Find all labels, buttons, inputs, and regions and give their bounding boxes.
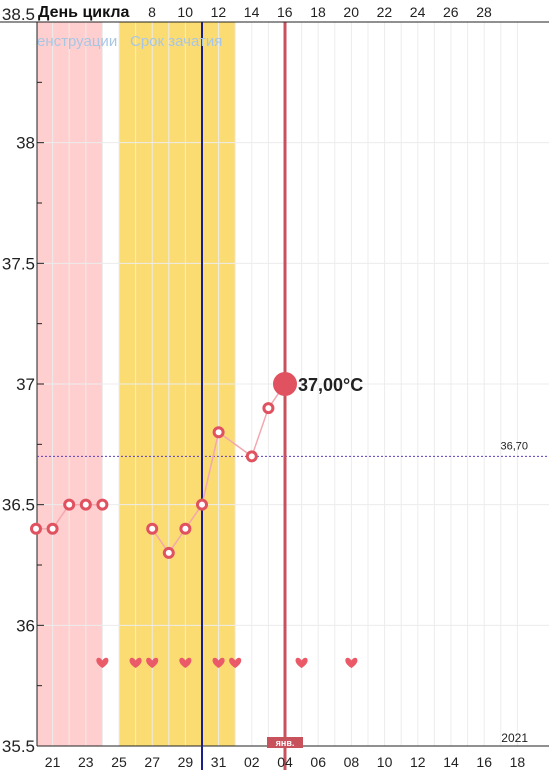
cycle-day-tick: 12 [211, 4, 227, 20]
cycle-day-tick: 26 [443, 4, 459, 20]
selected-value-label: 37,00°C [298, 375, 363, 395]
cycle-day-tick: 20 [343, 4, 359, 20]
date-tick-label: 04 [277, 754, 293, 770]
heart-icon [345, 657, 358, 668]
data-point[interactable] [245, 450, 258, 463]
date-tick-label: 25 [111, 754, 127, 770]
y-tick-label: 38.5 [2, 5, 35, 24]
date-tick-label: 06 [310, 754, 326, 770]
data-point[interactable] [212, 426, 225, 439]
cycle-day-tick: 22 [377, 4, 393, 20]
cycle-day-tick: 28 [476, 4, 492, 20]
cycle-day-tick: 10 [177, 4, 193, 20]
heart-icon [179, 657, 192, 668]
coverline-label: 36,70 [500, 440, 528, 452]
data-point[interactable] [146, 522, 159, 535]
month-badge [267, 737, 303, 748]
cycle-day-tick: 14 [244, 4, 260, 20]
cycle-day-header: День цикла [38, 4, 129, 21]
y-tick-label: 36.5 [2, 496, 35, 515]
date-tick-label: 21 [45, 754, 61, 770]
date-tick-label: 27 [144, 754, 160, 770]
year-label: 2021 [501, 731, 528, 745]
date-tick-label: 23 [78, 754, 94, 770]
heart-icon [146, 657, 159, 668]
heart-icon [212, 657, 225, 668]
date-tick-label: 08 [344, 754, 360, 770]
heart-icon [129, 657, 142, 668]
selected-data-point[interactable] [273, 372, 297, 396]
data-point[interactable] [179, 522, 192, 535]
data-point[interactable] [162, 546, 175, 559]
y-tick-label: 36 [16, 616, 35, 635]
date-tick-label: 12 [410, 754, 426, 770]
y-tick-label: 35.5 [2, 737, 35, 756]
cycle-day-tick: 24 [410, 4, 426, 20]
y-tick-label: 37 [16, 375, 35, 394]
y-tick-label: 37.5 [2, 254, 35, 273]
date-tick-label: 29 [178, 754, 194, 770]
heart-icon [96, 657, 109, 668]
header-bg [0, 0, 549, 22]
month-label: янв. [276, 738, 295, 748]
heart-icon [295, 657, 308, 668]
date-tick-label: 18 [510, 754, 526, 770]
legend-menstruation: енструации [37, 33, 117, 50]
data-point[interactable] [262, 402, 275, 415]
legend-fertile-window: Срок зачатия [130, 33, 222, 50]
cycle-day-tick: 16 [277, 4, 293, 20]
date-tick-label: 02 [244, 754, 260, 770]
cycle-day-tick: 18 [310, 4, 326, 20]
data-point[interactable] [96, 498, 109, 511]
date-tick-label: 14 [443, 754, 459, 770]
date-tick-label: 31 [211, 754, 227, 770]
heart-icon [229, 657, 242, 668]
data-point[interactable] [196, 498, 208, 511]
cycle-day-tick: 8 [148, 4, 156, 20]
data-point[interactable] [30, 522, 42, 535]
date-tick-label: 10 [377, 754, 393, 770]
data-point[interactable] [79, 498, 92, 511]
data-point[interactable] [63, 498, 76, 511]
y-tick-label: 38 [16, 134, 35, 153]
data-point[interactable] [46, 522, 59, 535]
date-tick-label: 16 [476, 754, 492, 770]
